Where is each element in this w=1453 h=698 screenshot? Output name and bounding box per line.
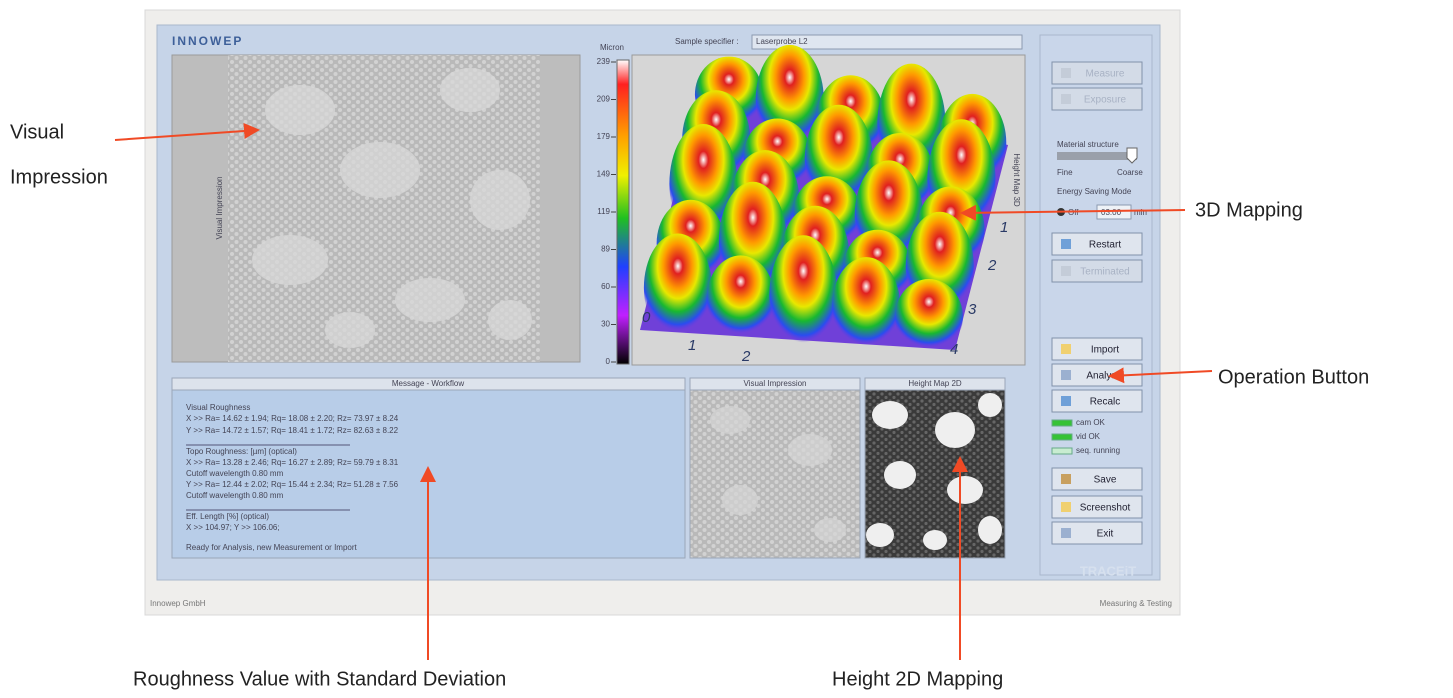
footer-right: Measuring & Testing <box>1100 599 1172 608</box>
surface-peak <box>769 235 837 354</box>
message-line: Eff. Length [%] (optical) <box>186 512 269 521</box>
colorbar-tick-label: 239 <box>597 57 611 66</box>
button-icon <box>1061 474 1071 484</box>
button-icon <box>1061 239 1071 249</box>
message-line: X >> Ra= 13.28 ± 2.46; Rq= 16.27 ± 2.89;… <box>186 458 399 467</box>
button-icon <box>1061 94 1071 104</box>
colorbar-title: Micron <box>600 43 624 52</box>
coarse-label: Coarse <box>1117 168 1143 177</box>
message-line: Ready for Analysis, new Measurement or I… <box>186 543 358 552</box>
button-label: Screenshot <box>1080 503 1131 514</box>
surface-peak <box>644 234 712 342</box>
message-line: X >> Ra= 14.62 ± 1.94; Rq= 18.08 ± 2.20;… <box>186 414 399 423</box>
axis-label: 2 <box>741 348 751 365</box>
axis-label: 0 <box>642 309 651 326</box>
material-label: Material structure <box>1057 140 1119 149</box>
surface-peak <box>707 255 775 342</box>
panel-label: Visual Impression <box>215 177 224 240</box>
energy-label: Energy Saving Mode <box>1057 187 1132 196</box>
button-label: Restart <box>1089 240 1121 251</box>
colorbar-tick-label: 149 <box>597 170 611 179</box>
message-line: Visual Roughness <box>186 403 250 412</box>
annotation: Visual <box>10 121 64 143</box>
status-led <box>1052 448 1072 454</box>
colorbar-tick-label: 30 <box>601 320 610 329</box>
colorbar-tick-label: 89 <box>601 245 610 254</box>
message-line: Y >> Ra= 12.44 ± 2.02; Rq= 15.44 ± 2.34;… <box>186 480 399 489</box>
button-label: Save <box>1094 475 1117 486</box>
button-label: Exit <box>1097 529 1114 540</box>
message-line: Cutoff wavelength 0.80 mm <box>186 469 284 478</box>
fine-label: Fine <box>1057 168 1073 177</box>
button-icon <box>1061 528 1071 538</box>
colorbar-tick-label: 179 <box>597 132 611 141</box>
footer-left: Innowep GmbH <box>150 599 206 608</box>
colorbar-tick-label: 119 <box>597 207 610 216</box>
button-icon <box>1061 396 1071 406</box>
button-label: Recalc <box>1090 397 1121 408</box>
surface-peak <box>832 257 900 355</box>
time-value: 03:00 <box>1101 208 1122 217</box>
axis-label: 1 <box>1000 219 1008 236</box>
sample-label: Sample specifier : <box>675 37 739 46</box>
axis-label: 4 <box>950 341 958 358</box>
logo: INNOWEP <box>172 34 243 48</box>
colorbar-tick-label: 60 <box>601 282 610 291</box>
message-line: Y >> Ra= 14.72 ± 1.57; Rq= 18.41 ± 1.72;… <box>186 426 399 435</box>
height-title: Height Map 2D <box>908 379 962 388</box>
annotation: Height 2D Mapping <box>832 668 1003 690</box>
button-label: Exposure <box>1084 95 1127 106</box>
message-title: Message - Workflow <box>392 379 465 388</box>
annotation: 3D Mapping <box>1195 199 1303 221</box>
status-led <box>1052 420 1072 426</box>
button-label: Terminated <box>1080 267 1129 278</box>
axis-label: 1 <box>688 337 696 354</box>
button-icon <box>1061 266 1071 276</box>
colorbar <box>617 60 629 364</box>
axis-label: 3 <box>968 301 977 318</box>
button-icon <box>1061 502 1071 512</box>
message-line: Topo Roughness: [µm] (optical) <box>186 447 297 456</box>
axis-label: 2 <box>987 257 997 274</box>
annotation: Operation Button <box>1218 366 1369 388</box>
watermark: TRACEiT <box>1080 563 1136 578</box>
status-label: seq. running <box>1076 446 1120 455</box>
message-line: Cutoff wavelength 0.80 mm <box>186 491 284 500</box>
visual-title: Visual Impression <box>744 379 807 388</box>
slider-track <box>1057 152 1137 160</box>
button-label: Import <box>1091 345 1120 356</box>
button-label: Measure <box>1086 69 1125 80</box>
button-icon <box>1061 344 1071 354</box>
button-icon <box>1061 370 1071 380</box>
screenshot: INNOWEP Visual Impression Sample specifi… <box>0 0 1453 693</box>
control-column <box>1040 35 1152 575</box>
button-icon <box>1061 68 1071 78</box>
time-unit: min <box>1134 208 1147 217</box>
message-line: X >> 104.97; Y >> 106.06; <box>186 523 280 532</box>
colorbar-tick-label: 209 <box>597 95 611 104</box>
plot-label: Height Map 3D <box>1012 153 1021 207</box>
annotation: Roughness Value with Standard Deviation <box>133 668 506 690</box>
colorbar-tick-label: 0 <box>606 357 611 366</box>
annotation: Impression <box>10 166 108 188</box>
status-led <box>1052 434 1072 440</box>
off-label: Off <box>1068 208 1079 217</box>
status-label: vid OK <box>1076 432 1101 441</box>
status-label: cam OK <box>1076 418 1106 427</box>
sample-value: Laserprobe L2 <box>756 37 808 46</box>
